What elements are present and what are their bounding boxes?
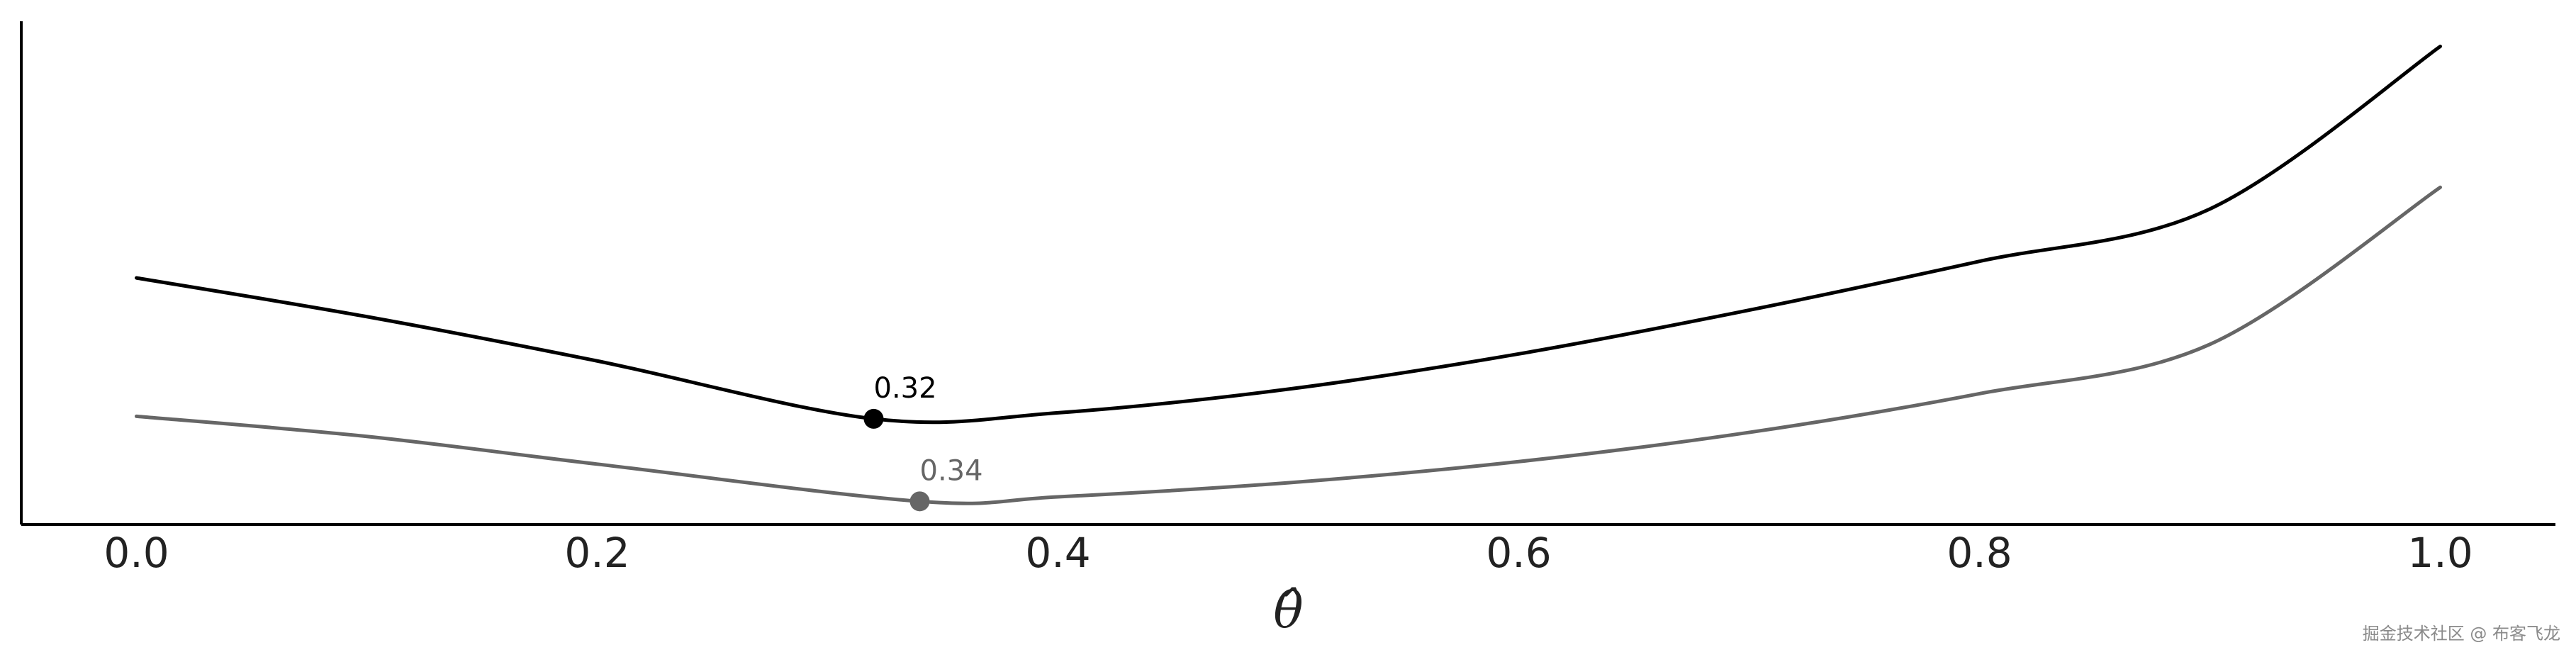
minimum-point-1 — [863, 408, 884, 429]
minimum-label-1: 0.32 — [874, 372, 937, 405]
x-tick-label: 0.6 — [1486, 529, 1551, 577]
minimum-point-2 — [909, 491, 930, 512]
x-tick-label: 0.0 — [103, 529, 169, 577]
minimum-markers: 0.32 0.34 — [863, 372, 983, 512]
minimum-label-2: 0.34 — [920, 454, 983, 487]
x-tick-label: 0.8 — [1947, 529, 2012, 577]
series-group — [135, 45, 2442, 505]
x-axis-ticks: 0.0 0.2 0.4 0.6 0.8 1.0 — [103, 529, 2473, 577]
watermark: 掘金技术社区 @ 布客飞龙 — [2363, 624, 2560, 644]
series-line-1 — [135, 45, 2442, 425]
series-line-2 — [135, 185, 2442, 505]
x-tick-label: 1.0 — [2407, 529, 2473, 577]
x-tick-label: 0.4 — [1025, 529, 1090, 577]
x-axis-title: θ̂ — [1273, 581, 1303, 639]
x-tick-label: 0.2 — [564, 529, 629, 577]
axes — [20, 21, 2555, 526]
